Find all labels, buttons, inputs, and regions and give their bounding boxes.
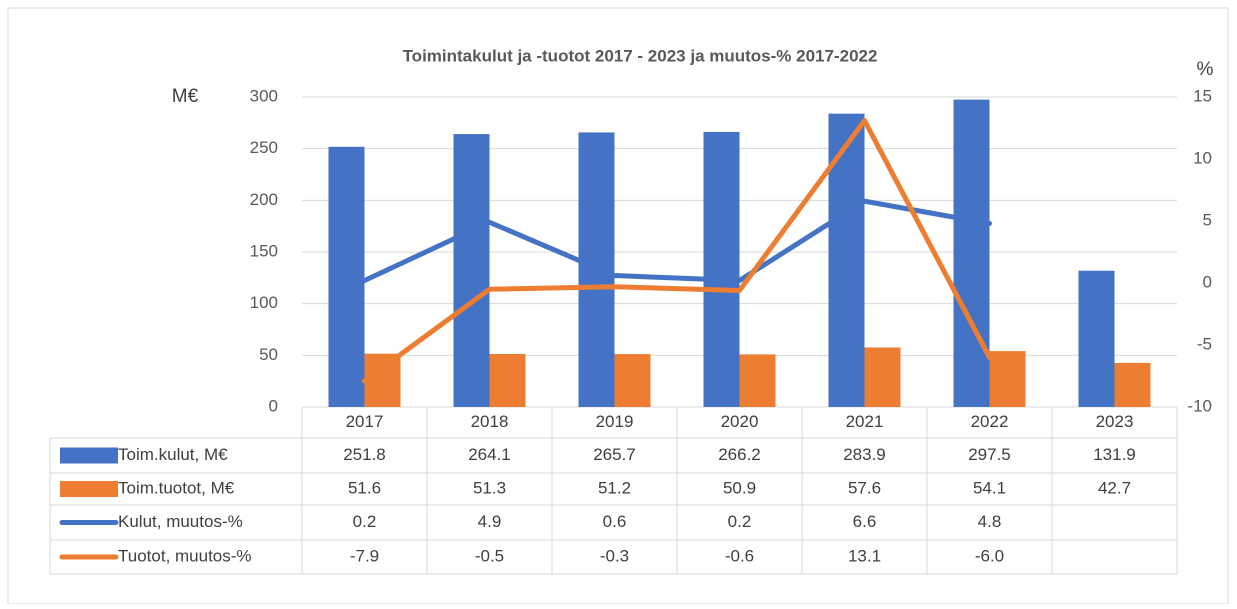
y2-tick-label: -10 [1187, 396, 1212, 415]
table-cell: 0.2 [728, 512, 752, 531]
table-cell: -0.5 [475, 546, 504, 565]
y-tick-label: 250 [250, 138, 278, 157]
y-tick-label: 0 [269, 396, 278, 415]
table-cell: 251.8 [343, 445, 386, 464]
legend-key [60, 447, 118, 464]
line [362, 198, 992, 284]
table-cell: 50.9 [723, 478, 756, 497]
bar [703, 131, 740, 407]
table-cell: 57.6 [848, 478, 881, 497]
y-tick-label: 50 [259, 345, 278, 364]
table-cell: 13.1 [848, 546, 881, 565]
y2-tick-label: 0 [1203, 272, 1212, 291]
legend-label: Kulut, muutos-% [118, 512, 243, 531]
y-tick-label: 150 [250, 241, 278, 260]
y-tick-label: 200 [250, 190, 278, 209]
table-cell: 283.9 [843, 445, 886, 464]
y-tick-label: 300 [250, 86, 278, 105]
x-tick-label: 2018 [471, 412, 509, 431]
table-cell: 51.6 [348, 478, 381, 497]
bar [828, 113, 865, 408]
table-cell: 0.6 [603, 512, 627, 531]
table-cell: 0.2 [353, 512, 377, 531]
legend-label: Toim.tuotot, M€ [118, 478, 235, 497]
y-axis-label: M€ [172, 86, 199, 107]
y2-tick-label: 15 [1193, 86, 1212, 105]
bar [364, 353, 401, 407]
y2-tick-label: 5 [1203, 210, 1212, 229]
y-tick-label: 100 [250, 293, 278, 312]
table-cell: -7.9 [350, 546, 379, 565]
table-cell: 54.1 [973, 478, 1006, 497]
table-cell: 4.8 [978, 512, 1002, 531]
bar [453, 134, 490, 407]
x-tick-label: 2019 [596, 412, 634, 431]
table-cell: -6.0 [975, 546, 1004, 565]
bar [864, 347, 901, 407]
bar [953, 99, 990, 407]
y2-axis-label: % [1197, 59, 1214, 80]
table-cell: 265.7 [593, 445, 636, 464]
table-cell: -0.6 [725, 546, 754, 565]
bar [739, 354, 776, 407]
x-tick-label: 2017 [346, 412, 384, 431]
table-cell: -0.3 [600, 546, 629, 565]
x-tick-label: 2023 [1096, 412, 1134, 431]
table-cell: 4.9 [478, 512, 502, 531]
table-cell: 264.1 [468, 445, 511, 464]
table-cell: 297.5 [968, 445, 1011, 464]
bar [989, 351, 1026, 407]
bar [1114, 362, 1151, 407]
chart-title: Toimintakulut ja -tuotot 2017 - 2023 ja … [403, 46, 878, 65]
x-tick-label: 2022 [971, 412, 1009, 431]
line [362, 118, 992, 384]
table-cell: 51.3 [473, 478, 506, 497]
table-cell: 6.6 [853, 512, 877, 531]
legend-label: Tuotot, muutos-% [118, 546, 252, 565]
table-cell: 266.2 [718, 445, 761, 464]
x-tick-label: 2021 [846, 412, 884, 431]
x-tick-label: 2020 [721, 412, 759, 431]
y2-tick-label: -5 [1197, 334, 1212, 353]
bar [489, 353, 526, 407]
table-cell: 51.2 [598, 478, 631, 497]
legend-key [60, 481, 118, 497]
table-cell: 42.7 [1098, 478, 1131, 497]
table-cell: 131.9 [1093, 445, 1136, 464]
y2-tick-label: 10 [1193, 148, 1212, 167]
bar [614, 354, 651, 407]
bar [328, 146, 365, 407]
bar [1078, 270, 1115, 407]
legend-label: Toim.kulut, M€ [118, 445, 228, 464]
